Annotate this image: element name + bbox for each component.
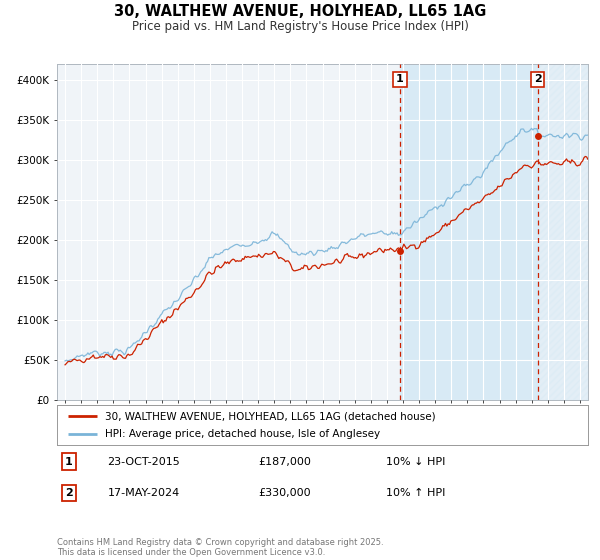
Bar <box>400 64 538 400</box>
Text: Contains HM Land Registry data © Crown copyright and database right 2025.
This d: Contains HM Land Registry data © Crown c… <box>57 538 383 557</box>
Text: 1: 1 <box>65 456 73 466</box>
Text: £330,000: £330,000 <box>259 488 311 498</box>
Bar <box>538 64 588 400</box>
Text: £187,000: £187,000 <box>259 456 311 466</box>
Text: 1: 1 <box>396 74 404 85</box>
Text: 2: 2 <box>65 488 73 498</box>
Text: 30, WALTHEW AVENUE, HOLYHEAD, LL65 1AG (detached house): 30, WALTHEW AVENUE, HOLYHEAD, LL65 1AG (… <box>105 411 436 421</box>
Text: 2: 2 <box>534 74 542 85</box>
Text: Price paid vs. HM Land Registry's House Price Index (HPI): Price paid vs. HM Land Registry's House … <box>131 20 469 32</box>
Text: 23-OCT-2015: 23-OCT-2015 <box>107 456 180 466</box>
Text: 10% ↓ HPI: 10% ↓ HPI <box>386 456 446 466</box>
Text: HPI: Average price, detached house, Isle of Anglesey: HPI: Average price, detached house, Isle… <box>105 429 380 439</box>
Text: 30, WALTHEW AVENUE, HOLYHEAD, LL65 1AG: 30, WALTHEW AVENUE, HOLYHEAD, LL65 1AG <box>114 4 486 19</box>
Text: 17-MAY-2024: 17-MAY-2024 <box>107 488 179 498</box>
Text: 10% ↑ HPI: 10% ↑ HPI <box>386 488 446 498</box>
